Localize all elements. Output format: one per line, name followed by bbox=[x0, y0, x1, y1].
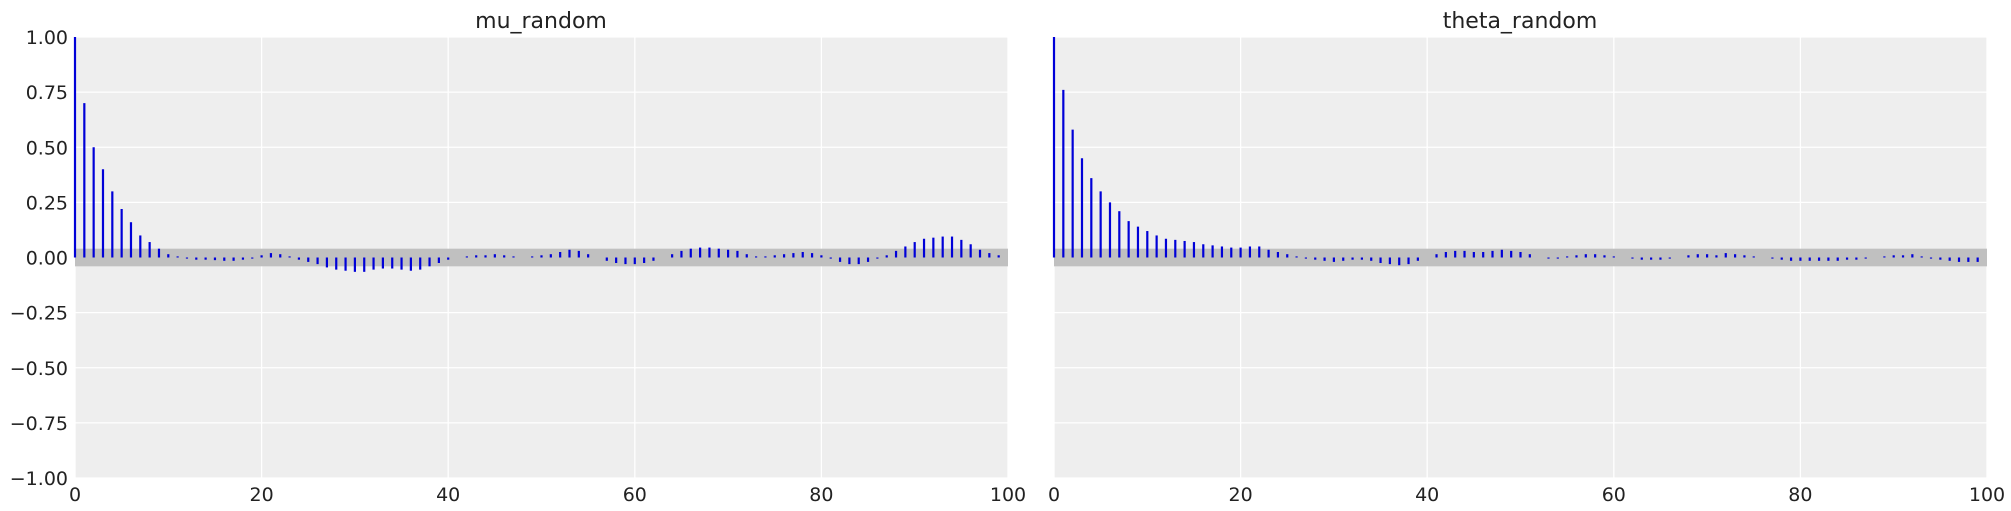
x-tick-label: 100 bbox=[990, 484, 1026, 506]
y-tick-label: 0.00 bbox=[26, 248, 68, 270]
x-tick-label: 40 bbox=[436, 484, 460, 506]
x-tick-label: 0 bbox=[69, 484, 81, 506]
y-tick-label: −1.00 bbox=[10, 468, 68, 490]
x-tick-label: 60 bbox=[1602, 484, 1626, 506]
x-tick-label: 80 bbox=[1788, 484, 1812, 506]
x-tick-label: 100 bbox=[1969, 484, 2005, 506]
panel-title: mu_random bbox=[475, 9, 607, 34]
y-tick-label: −0.50 bbox=[10, 358, 68, 380]
y-tick-label: 0.25 bbox=[26, 192, 68, 214]
y-tick-label: 0.50 bbox=[26, 137, 68, 159]
x-tick-label: 40 bbox=[1415, 484, 1439, 506]
x-tick-label: 0 bbox=[1048, 484, 1060, 506]
x-tick-label: 20 bbox=[250, 484, 274, 506]
y-tick-label: 0.75 bbox=[26, 82, 68, 104]
acf-panel-theta-random: theta_random 0 20 40 60 80 100 bbox=[1048, 9, 2005, 506]
x-tick-label: 60 bbox=[623, 484, 647, 506]
panel-title: theta_random bbox=[1443, 9, 1598, 34]
acf-panel-mu-random: mu_random 0 20 40 60 80 100 1.00 0.75 0.50 0.25 0.… bbox=[10, 9, 1026, 506]
y-tick-label: −0.25 bbox=[10, 303, 68, 325]
x-tick-label: 20 bbox=[1229, 484, 1253, 506]
y-tick-label: −0.75 bbox=[10, 413, 68, 435]
x-tick-label: 80 bbox=[809, 484, 833, 506]
y-tick-label: 1.00 bbox=[26, 27, 68, 49]
